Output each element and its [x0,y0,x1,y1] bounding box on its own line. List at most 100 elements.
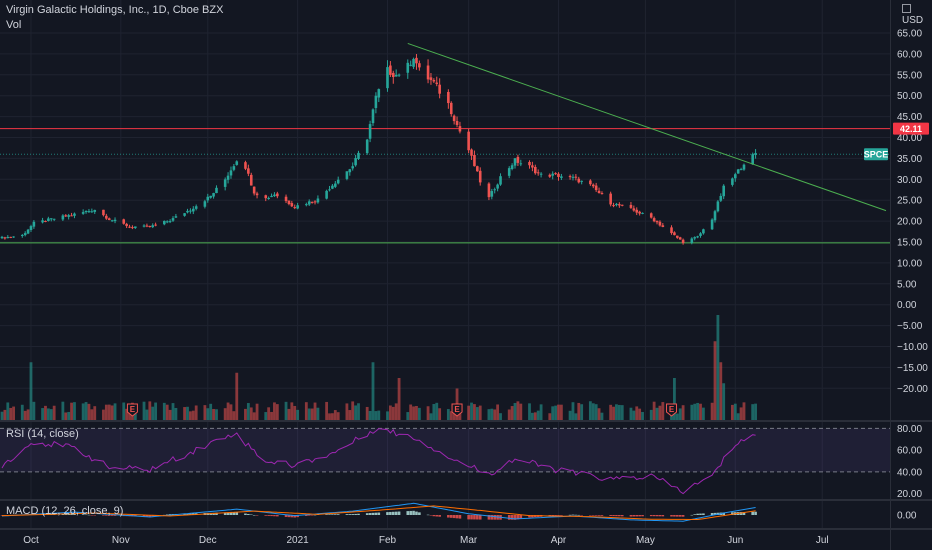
volume-bar [206,408,210,420]
price-tick-label: 20.00 [897,217,922,228]
volume-bar [754,403,757,420]
macd-histogram-bar [183,513,186,515]
candle-body [742,164,746,170]
chart-title[interactable]: Virgin Galactic Holdings, Inc., 1D, Cboe… [6,4,224,16]
macd-histogram-bar [113,515,117,516]
volume-bar [113,403,117,420]
volume-bar [186,406,189,420]
candle-body [661,225,665,227]
volume-bar [336,412,340,420]
macd-histogram-bar [661,515,665,517]
currency-selector[interactable]: USD [902,4,932,26]
volume-bar [52,405,56,420]
macd-histogram-bar [455,515,459,519]
volume-bar [493,409,497,420]
candle-body [244,162,247,169]
candle-body [249,174,253,186]
price-tick-label: 40.00 [897,133,922,144]
candle-body [305,204,308,206]
volume-bar [325,401,329,420]
volume-bar [73,402,76,420]
candle-body [226,175,230,180]
candle-body [44,220,47,222]
macd-histogram-bar [507,515,511,520]
candle-body [536,172,540,174]
macd-histogram-bar [493,515,497,520]
candle-body [577,178,581,183]
macd-histogram-bar [710,513,714,515]
earnings-badge [666,403,678,417]
macd-histogram-bar [696,513,699,515]
volume-bar [9,407,13,420]
candle-body [3,237,7,239]
macd-histogram-bar [310,515,314,516]
volume-bar [133,409,137,420]
volume-bar [597,408,601,420]
volume-bar [716,315,720,420]
candle-body [389,65,392,75]
volume-bar [151,406,155,420]
rsi-label[interactable]: RSI (14, close) [6,428,79,440]
candle-body [296,205,299,209]
candle-body [168,221,172,223]
macd-histogram-bar [377,512,381,515]
candle-body [377,89,381,98]
candle-body [591,184,595,187]
volume-bar [249,407,253,420]
volume-bar [226,402,230,420]
macd-histogram-bar [551,515,554,516]
candle-body [702,229,705,234]
macd-histogram-bar [435,515,439,517]
candle-body [105,215,108,219]
trendline-group[interactable] [407,42,887,212]
price-tick-label: −20.00 [897,384,928,395]
candle-body [597,190,601,193]
earnings-letter: E [669,405,675,414]
candle-body [736,169,740,174]
rsi-tick-label: 40.00 [897,467,922,478]
macd-histogram-bar [470,515,473,520]
volume-bar [12,406,15,420]
macd-histogram-bar [357,513,360,515]
time-tick-label: Apr [551,535,567,546]
volume-bar [620,405,624,420]
volume-bar [145,409,149,420]
candle-body [223,179,227,187]
candle-body [467,131,470,151]
price-tick-label: 0.00 [897,300,917,311]
macd-histogram-bar [235,512,239,515]
rsi-line [1,428,756,495]
volume-bar [449,411,453,420]
candle-body [93,209,97,212]
macd-histogram-bar [418,512,421,515]
macd-histogram-bar [693,514,697,515]
volume-bar [388,405,392,420]
candle-body [325,190,328,199]
candle-body [418,63,421,68]
price-axis[interactable]: 65.00 60.00 55.00 50.00 45.00 40.00 35.00 30.00… [897,29,928,522]
macd-histogram-bar [560,515,563,516]
candle-body [618,204,621,206]
volume-bar [516,401,520,420]
macd-histogram-bar [670,515,673,517]
price-tick-label: −15.00 [897,363,928,374]
macd-histogram-bar [249,514,253,516]
candle-body [391,72,395,78]
volume-bar [435,402,439,420]
macd-label[interactable]: MACD (12, 26, close, 9) [6,505,124,517]
volume-label[interactable]: Vol [6,19,22,31]
volume-bar [429,413,433,420]
candle-body [397,74,401,76]
time-axis[interactable]: Oct Nov Dec 2021 Feb Mar Apr May Jun Jul [23,535,828,546]
candle-body [128,226,131,228]
volume-bar [675,413,679,420]
candle-body [313,201,317,203]
candle-body [568,176,572,178]
candle-body [713,211,717,221]
macd-histogram-bar [81,514,85,515]
macd-histogram-bar [580,515,583,516]
